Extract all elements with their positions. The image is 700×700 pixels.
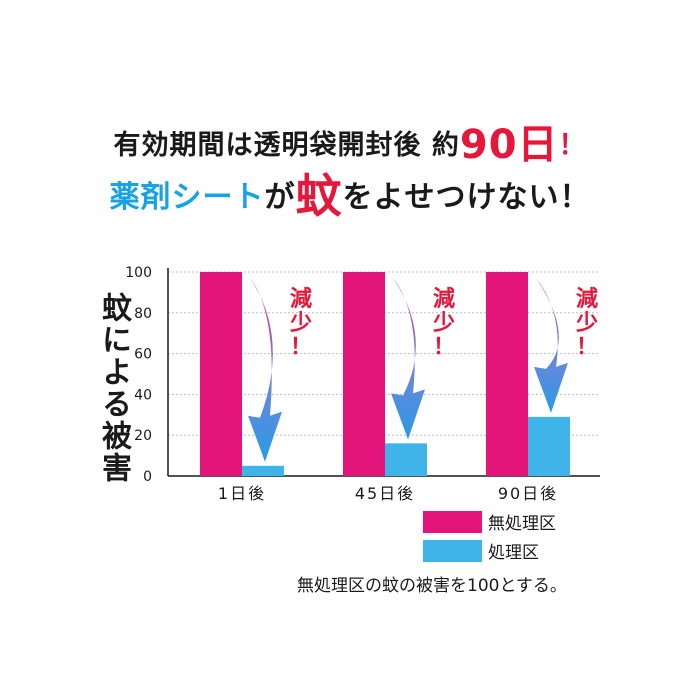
reduction-arrow (391, 278, 425, 440)
legend-swatch-treated (423, 539, 482, 562)
reduction-label-char: 少 (575, 311, 598, 336)
reduction-label-char: 少 (432, 311, 455, 336)
headline-mosquito: 蚊 (295, 169, 343, 223)
y-tick-label: 40 (134, 387, 152, 403)
reduction-arrow (248, 278, 282, 462)
x-tick-label: 1日後 (218, 484, 266, 503)
y-tick-label: 80 (134, 306, 152, 322)
x-tick-label: 90日後 (498, 484, 558, 503)
headline-days: 90日 (459, 122, 559, 168)
bar-untreated (200, 272, 242, 476)
footnote: 無処理区の蚊の被害を100とする。 (297, 576, 567, 596)
y-tick-label: 0 (143, 469, 152, 485)
y-axis-label: 蚊による被害 (96, 292, 131, 484)
reduction-label-char: 減 (290, 287, 312, 312)
reduction-label-char: ！ (433, 335, 455, 360)
legend-item-treated: 処理区 (423, 538, 539, 563)
reduction-label-char: ！ (290, 335, 312, 360)
bar-untreated (343, 272, 385, 476)
y-tick-label: 60 (134, 347, 152, 363)
headline-line1: 有効期間は透明袋開封後 約90日！ (113, 122, 587, 168)
bar-treated (528, 416, 570, 476)
y-tick-label: 20 (134, 428, 152, 444)
legend-swatch-untreated (423, 510, 482, 533)
reduction-label-char: 減 (576, 287, 598, 312)
reduction-label-char: 少 (289, 311, 312, 336)
x-tick-label: 45日後 (355, 484, 415, 503)
y-tick-label: 100 (125, 265, 152, 281)
bar-treated (242, 465, 284, 476)
reduction-arrow (534, 278, 568, 413)
legend-item-untreated: 無処理区 (423, 509, 556, 534)
bar-untreated (486, 272, 528, 476)
bar-treated (385, 443, 427, 476)
headline-line2: 薬剤シートが蚊をよせつけない！ (109, 169, 591, 223)
reduction-label-char: ！ (576, 335, 598, 360)
reduction-label-char: 減 (433, 287, 455, 312)
